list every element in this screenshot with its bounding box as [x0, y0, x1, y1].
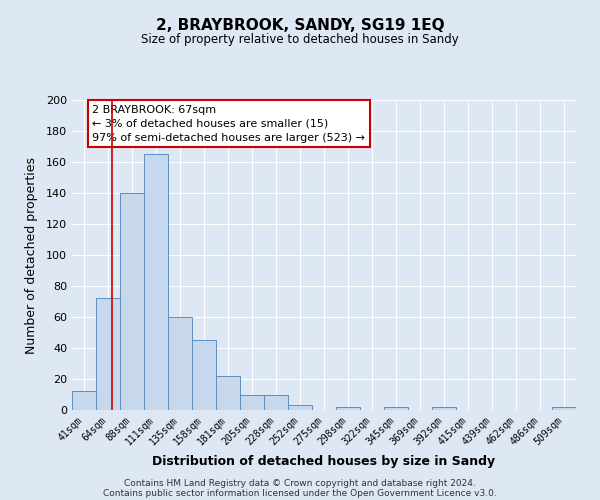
- Bar: [552, 407, 576, 410]
- Bar: [192, 340, 216, 410]
- Text: Size of property relative to detached houses in Sandy: Size of property relative to detached ho…: [141, 32, 459, 46]
- X-axis label: Distribution of detached houses by size in Sandy: Distribution of detached houses by size …: [152, 455, 496, 468]
- Bar: [120, 193, 144, 410]
- Text: Contains public sector information licensed under the Open Government Licence v3: Contains public sector information licen…: [103, 488, 497, 498]
- Bar: [336, 407, 360, 410]
- Bar: [144, 154, 168, 410]
- Text: 2 BRAYBROOK: 67sqm
← 3% of detached houses are smaller (15)
97% of semi-detached: 2 BRAYBROOK: 67sqm ← 3% of detached hous…: [92, 104, 365, 142]
- Bar: [168, 317, 192, 410]
- Bar: [264, 394, 288, 410]
- Bar: [384, 407, 408, 410]
- Y-axis label: Number of detached properties: Number of detached properties: [25, 156, 38, 354]
- Bar: [96, 298, 120, 410]
- Text: 2, BRAYBROOK, SANDY, SG19 1EQ: 2, BRAYBROOK, SANDY, SG19 1EQ: [155, 18, 445, 32]
- Bar: [432, 407, 456, 410]
- Bar: [288, 406, 312, 410]
- Bar: [240, 394, 264, 410]
- Text: Contains HM Land Registry data © Crown copyright and database right 2024.: Contains HM Land Registry data © Crown c…: [124, 478, 476, 488]
- Bar: [216, 376, 240, 410]
- Bar: [72, 392, 96, 410]
